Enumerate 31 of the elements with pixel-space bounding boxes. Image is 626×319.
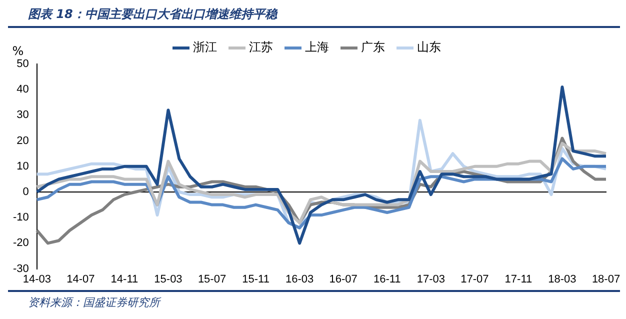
x-tick-label: 17-11 — [504, 273, 532, 286]
y-tick-label: 30 — [16, 109, 29, 122]
chart-title: 图表 18：中国主要出口大省出口增速维持平稳 — [8, 0, 620, 28]
x-tick-label: 15-07 — [198, 273, 226, 286]
x-tick-label: 15-03 — [154, 273, 182, 286]
legend-label: 山东 — [417, 40, 441, 54]
text: 资料来源：国盛证券研究所 — [8, 290, 620, 310]
x-tick-label: 17-07 — [460, 273, 489, 286]
x-tick-label: 17-03 — [416, 273, 445, 286]
x-tick-label: 18-03 — [548, 273, 576, 286]
y-tick-label: 20 — [16, 134, 29, 147]
x-tick-label: 16-07 — [329, 273, 358, 286]
legend-label: 上海 — [305, 40, 329, 54]
y-tick-label: 50 — [16, 58, 29, 70]
y-tick-label: 10 — [16, 160, 29, 172]
x-tick-label: 16-11 — [373, 273, 401, 286]
y-tick-label: -30 — [12, 262, 29, 275]
y-tick-label: 0 — [22, 186, 29, 198]
x-tick-label: 16-03 — [285, 273, 314, 286]
y-tick-label: -10 — [12, 212, 29, 224]
legend-label: 浙江 — [193, 40, 217, 54]
x-tick-label: 18-07 — [592, 273, 620, 286]
y-tick-label: 40 — [16, 84, 29, 96]
x-tick-label: 14-11 — [110, 273, 138, 286]
y-axis-title: % — [12, 44, 24, 58]
y-tick-label: -20 — [12, 237, 29, 250]
x-tick-label: 14-07 — [66, 273, 95, 286]
x-tick-label: 15-11 — [242, 273, 270, 286]
x-tick-label: 14-03 — [22, 273, 51, 286]
legend-label: 广东 — [361, 40, 385, 54]
legend-label: 江苏 — [249, 40, 273, 54]
